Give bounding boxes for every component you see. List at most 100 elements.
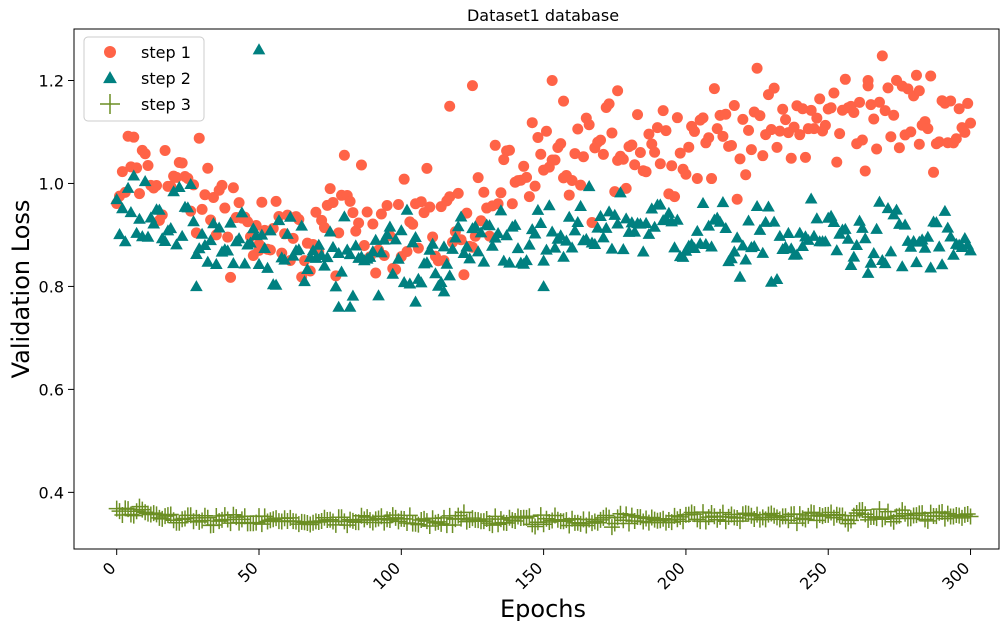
x-axis-label: Epochs: [500, 595, 586, 621]
data-point: [343, 248, 357, 260]
data-point: [788, 121, 800, 133]
data-point: [212, 221, 226, 233]
data-point: [876, 50, 888, 62]
data-point: [139, 148, 151, 160]
data-point: [349, 239, 363, 251]
data-point: [326, 240, 340, 252]
data-point: [859, 165, 871, 177]
x-tick-label: 200: [654, 558, 689, 593]
data-point: [898, 218, 912, 230]
data-point: [443, 269, 457, 281]
data-point: [626, 139, 638, 151]
data-point: [671, 112, 683, 124]
data-point: [841, 232, 855, 244]
data-point: [703, 132, 715, 144]
data-point: [503, 256, 516, 268]
data-point: [545, 225, 559, 237]
data-point: [962, 508, 979, 525]
data-point: [645, 202, 659, 214]
data-point: [537, 254, 550, 266]
data-point: [375, 246, 388, 258]
data-point: [394, 224, 408, 236]
data-point: [392, 198, 404, 210]
data-point: [807, 229, 821, 241]
data-point: [740, 169, 752, 181]
data-point: [167, 185, 180, 197]
data-point: [468, 220, 482, 232]
data-point: [810, 212, 824, 224]
data-point: [548, 241, 562, 253]
data-point: [128, 131, 140, 143]
x-tick-label: 0: [99, 558, 120, 579]
data-point: [176, 157, 188, 169]
data-point: [252, 257, 266, 269]
data-point: [535, 148, 547, 160]
data-point: [270, 195, 282, 207]
data-point: [523, 191, 535, 203]
data-point: [862, 74, 874, 86]
data-marks: [108, 43, 979, 536]
data-point: [696, 196, 710, 208]
data-point: [323, 225, 337, 237]
data-point: [486, 239, 499, 251]
data-point: [606, 515, 623, 532]
data-point: [227, 257, 240, 269]
data-point: [594, 209, 607, 221]
data-point: [332, 246, 346, 259]
data-point: [269, 278, 283, 290]
data-point: [933, 136, 945, 148]
y-tick-label: 0.4: [39, 483, 64, 502]
data-point: [332, 300, 346, 312]
data-point: [454, 210, 468, 222]
data-point: [278, 253, 291, 265]
data-point: [333, 227, 345, 239]
data-point: [719, 221, 733, 234]
data-point: [574, 199, 587, 212]
data-point: [745, 144, 757, 156]
data-point: [401, 507, 418, 524]
data-point: [854, 96, 866, 108]
data-point: [471, 245, 485, 257]
y-tick-label: 0.8: [39, 277, 64, 296]
data-point: [598, 507, 615, 524]
data-point: [298, 275, 311, 287]
data-point: [614, 186, 627, 198]
data-point: [785, 152, 797, 164]
data-point: [965, 117, 977, 129]
data-point: [159, 145, 171, 157]
data-point: [870, 222, 883, 234]
data-point: [762, 200, 775, 212]
data-point: [372, 289, 385, 301]
data-point: [636, 245, 650, 257]
data-point: [814, 93, 826, 105]
data-point: [743, 124, 755, 136]
data-point: [925, 70, 937, 82]
data-point: [856, 221, 869, 233]
data-point: [608, 208, 622, 220]
data-point: [774, 125, 786, 137]
data-point: [554, 229, 568, 241]
data-point: [844, 258, 858, 270]
data-point: [868, 113, 880, 125]
data-point: [654, 158, 666, 170]
data-point: [540, 125, 552, 137]
data-point: [238, 257, 252, 269]
data-point: [133, 212, 146, 224]
data-point: [616, 243, 630, 255]
data-point: [632, 109, 644, 121]
data-point: [546, 74, 558, 86]
data-point: [389, 233, 402, 245]
data-point: [252, 43, 266, 55]
data-point: [629, 159, 641, 171]
data-point: [264, 224, 277, 236]
data-point: [526, 117, 538, 129]
data-point: [125, 507, 142, 524]
data-point: [913, 85, 925, 97]
data-point: [187, 215, 200, 227]
data-point: [557, 250, 570, 262]
data-point: [118, 235, 132, 247]
data-point: [309, 251, 323, 263]
data-point: [959, 506, 976, 523]
data-point: [928, 166, 940, 178]
data-point: [301, 262, 314, 275]
